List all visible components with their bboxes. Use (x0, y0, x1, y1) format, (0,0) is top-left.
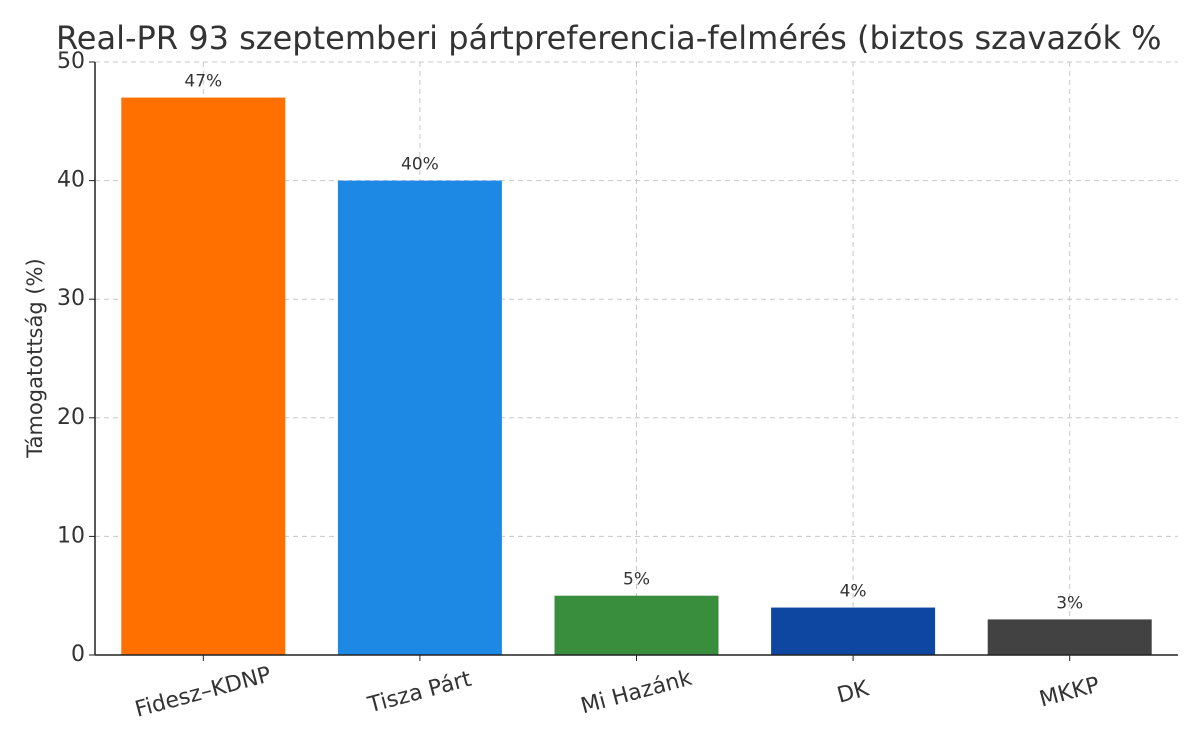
bar (121, 97, 286, 655)
y-tick-label: 40 (57, 168, 85, 193)
y-tick-label: 0 (71, 642, 85, 667)
x-tick-label: DK (835, 676, 872, 708)
x-tick-label: Tisza Párt (364, 667, 474, 719)
value-label: 47% (184, 72, 222, 92)
bar (554, 595, 719, 655)
y-tick-label: 20 (57, 405, 85, 430)
y-tick-label: 30 (57, 286, 85, 311)
y-axis-label: Támogatottság (%) (23, 258, 47, 458)
y-tick-label: 50 (57, 49, 85, 74)
value-label: 40% (401, 155, 439, 175)
value-label: 4% (840, 582, 867, 602)
bar (771, 607, 936, 655)
y-tick-label: 10 (57, 523, 85, 548)
x-tick-label: MKKP (1037, 673, 1102, 713)
value-label: 3% (1056, 593, 1083, 613)
value-label: 5% (623, 570, 650, 590)
chart-title: Real-PR 93 szeptemberi pártpreferencia-f… (56, 19, 1162, 57)
bar (987, 619, 1152, 655)
x-tick-label: Fidesz–KDNP (132, 662, 273, 722)
bar (337, 180, 502, 655)
x-tick-label: Mi Hazánk (578, 666, 695, 720)
